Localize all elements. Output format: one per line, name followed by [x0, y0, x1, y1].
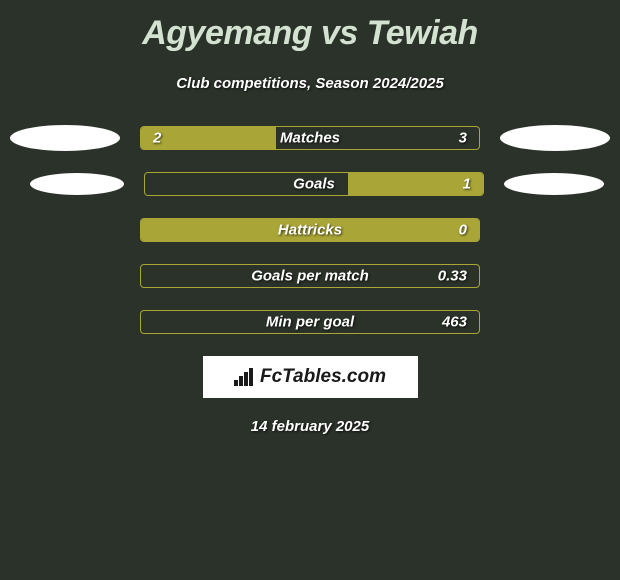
- logo-label: FcTables.com: [260, 366, 386, 388]
- stat-bar-goals: Goals 1: [144, 172, 484, 196]
- stat-label: Matches: [280, 130, 340, 147]
- logo-text: FcTables.com: [234, 366, 386, 388]
- stat-value-left: 2: [153, 130, 161, 147]
- stat-value-right: 3: [459, 130, 467, 147]
- stat-row-goals: Goals 1: [0, 172, 620, 196]
- stat-row-matches: 2 Matches 3: [0, 126, 620, 150]
- stat-value-right: 0.33: [438, 268, 467, 285]
- stat-row-goals-per-match: Goals per match 0.33: [0, 264, 620, 288]
- page-title: Agyemang vs Tewiah: [0, 0, 620, 53]
- stat-label: Hattricks: [278, 222, 342, 239]
- player-left-avatar: [30, 173, 124, 195]
- stat-value-right: 0: [459, 222, 467, 239]
- stat-value-right: 463: [442, 314, 467, 331]
- stat-bar-min-per-goal: Min per goal 463: [140, 310, 480, 334]
- stat-bar-goals-per-match: Goals per match 0.33: [140, 264, 480, 288]
- logo-box: FcTables.com: [203, 356, 418, 398]
- stat-label: Goals: [293, 176, 335, 193]
- stat-label: Min per goal: [266, 314, 354, 331]
- stats-container: 2 Matches 3 Goals 1 Hattricks 0 Goals pe…: [0, 126, 620, 334]
- stat-row-hattricks: Hattricks 0: [0, 218, 620, 242]
- player-left-avatar: [10, 125, 120, 151]
- stat-bar-hattricks: Hattricks 0: [140, 218, 480, 242]
- stat-row-min-per-goal: Min per goal 463: [0, 310, 620, 334]
- subtitle: Club competitions, Season 2024/2025: [0, 75, 620, 92]
- date-text: 14 february 2025: [0, 418, 620, 435]
- bar-chart-icon: [234, 368, 256, 386]
- player-right-avatar: [500, 125, 610, 151]
- player-right-avatar: [504, 173, 604, 195]
- stat-bar-matches: 2 Matches 3: [140, 126, 480, 150]
- stat-value-right: 1: [463, 176, 471, 193]
- stat-label: Goals per match: [251, 268, 369, 285]
